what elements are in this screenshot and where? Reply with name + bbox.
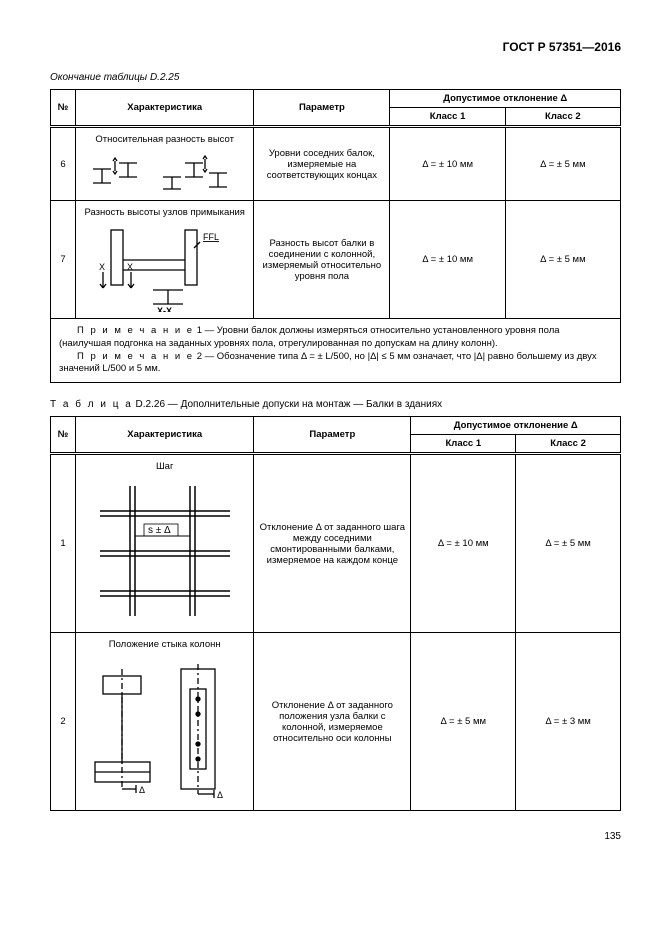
- cell-param: Разность высот балки в соединении с коло…: [254, 201, 390, 319]
- char-title: Разность высоты узлов примыкания: [80, 207, 249, 218]
- cell-num: 2: [51, 633, 76, 811]
- table2-caption-text: D.2.26 — Дополнительные допуски на монта…: [133, 399, 442, 410]
- table1-caption: Окончание таблицы D.2.25: [50, 72, 621, 83]
- svg-text:X: X: [99, 262, 105, 272]
- th-char: Характеристика: [76, 417, 254, 454]
- page-number: 135: [50, 831, 621, 842]
- cell-char: Положение стыка колонн: [76, 633, 254, 811]
- table2-caption-label: Т а б л и ц а: [50, 399, 133, 410]
- th-class1: Класс 1: [390, 108, 505, 127]
- table-d226: № Характеристика Параметр Допустимое отк…: [50, 416, 621, 811]
- cell-c1: Δ = ± 10 мм: [390, 127, 505, 201]
- cell-c2: Δ = ± 3 мм: [516, 633, 621, 811]
- th-num: №: [51, 90, 76, 127]
- note2-label: П р и м е ч а н и е: [77, 351, 194, 362]
- char-title: Положение стыка колонн: [80, 639, 249, 650]
- cell-c1: Δ = ± 10 мм: [390, 201, 505, 319]
- diagram-step: s ± Δ: [80, 476, 249, 626]
- cell-c2: Δ = ± 5 мм: [505, 201, 620, 319]
- char-title: Шаг: [80, 461, 249, 472]
- svg-text:X-X: X-X: [157, 306, 172, 312]
- th-class2: Класс 2: [516, 435, 621, 454]
- svg-text:X: X: [127, 262, 133, 272]
- diagram-row7: FFL X X X-X: [80, 222, 249, 312]
- cell-num: 6: [51, 127, 76, 201]
- diagram-splice: Δ Δ: [80, 654, 249, 804]
- th-param: Параметр: [254, 417, 411, 454]
- cell-c2: Δ = ± 5 мм: [516, 454, 621, 633]
- table-d225: № Характеристика Параметр Допустимое отк…: [50, 89, 621, 383]
- cell-c1: Δ = ± 10 мм: [411, 454, 516, 633]
- svg-text:Δ: Δ: [139, 785, 145, 795]
- table-note-row: П р и м е ч а н и е 1 — Уровни балок дол…: [51, 319, 621, 383]
- cell-char: Шаг s ± Δ: [76, 454, 254, 633]
- cell-param: Отклонение Δ от заданного положения узла…: [254, 633, 411, 811]
- cell-param: Отклонение Δ от заданного шага между сос…: [254, 454, 411, 633]
- table-row: 6 Относительная разность высот: [51, 127, 621, 201]
- table-row: 2 Положение стыка колонн: [51, 633, 621, 811]
- doc-number: ГОСТ Р 57351—2016: [50, 40, 621, 54]
- th-char: Характеристика: [76, 90, 254, 127]
- svg-text:FFL: FFL: [203, 232, 219, 242]
- cell-c1: Δ = ± 5 мм: [411, 633, 516, 811]
- th-class2: Класс 2: [505, 108, 620, 127]
- cell-num: 1: [51, 454, 76, 633]
- note1-label: П р и м е ч а н и е: [77, 325, 194, 336]
- cell-num: 7: [51, 201, 76, 319]
- table-row: 1 Шаг s ± Δ: [51, 454, 621, 633]
- table-row: 7 Разность высоты узлов примыкания FFL: [51, 201, 621, 319]
- diagram-row6: [80, 149, 249, 194]
- svg-text:Δ: Δ: [217, 790, 223, 800]
- cell-char: Относительная разность высот: [76, 127, 254, 201]
- note-cell: П р и м е ч а н и е 1 — Уровни балок дол…: [51, 319, 621, 383]
- th-param: Параметр: [254, 90, 390, 127]
- th-tol-group: Допустимое отклонение Δ: [411, 417, 621, 435]
- svg-text:s ± Δ: s ± Δ: [148, 525, 171, 536]
- th-class1: Класс 1: [411, 435, 516, 454]
- char-title: Относительная разность высот: [80, 134, 249, 145]
- table2-caption: Т а б л и ц а D.2.26 — Дополнительные до…: [50, 399, 621, 410]
- th-num: №: [51, 417, 76, 454]
- th-tol-group: Допустимое отклонение Δ: [390, 90, 621, 108]
- cell-c2: Δ = ± 5 мм: [505, 127, 620, 201]
- cell-param: Уровни соседних балок, измеряемые на соо…: [254, 127, 390, 201]
- cell-char: Разность высоты узлов примыкания FFL: [76, 201, 254, 319]
